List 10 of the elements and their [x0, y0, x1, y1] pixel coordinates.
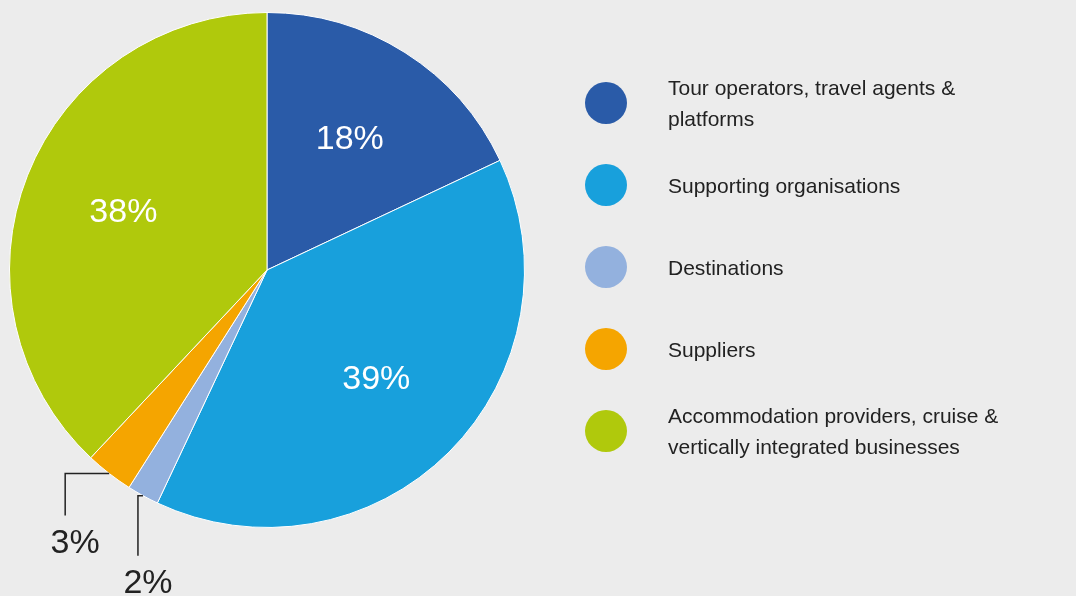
legend-label: Suppliers	[668, 336, 757, 363]
data-label: 39%	[342, 357, 411, 396]
legend-label: Tour operators, travel agents & platforms	[668, 75, 957, 132]
legend-label: Accommodation providers, cruise & vertically integrated businesses	[668, 403, 1000, 460]
data-label: 2%	[123, 562, 173, 596]
data-label: 38%	[89, 191, 158, 230]
data-label: 18%	[315, 117, 384, 156]
legend-label: Supporting organisations	[668, 172, 902, 199]
data-label: 3%	[50, 521, 100, 560]
legend-label: Destinations	[668, 254, 785, 281]
